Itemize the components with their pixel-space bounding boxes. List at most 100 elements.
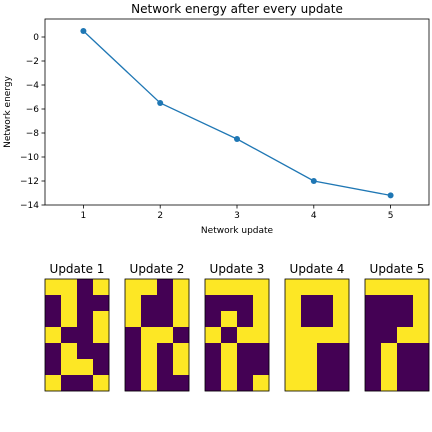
heatmap-cell xyxy=(221,359,238,376)
panel-title: Update 2 xyxy=(130,262,185,276)
heatmap-cell xyxy=(301,359,318,376)
heatmap-cell xyxy=(317,279,334,296)
heatmap-panel: Update 1 xyxy=(44,262,110,392)
heatmap-cell xyxy=(61,359,78,376)
heatmap-cell xyxy=(205,295,222,312)
heatmap-cell xyxy=(93,375,110,392)
heatmap-cell xyxy=(173,279,190,296)
panel-frame xyxy=(284,278,350,392)
heatmap-cell xyxy=(285,327,302,344)
heatmap-cell xyxy=(381,327,398,344)
heatmap-cell xyxy=(237,295,254,312)
heatmap-cell xyxy=(173,327,190,344)
heatmap-cell xyxy=(77,279,94,296)
heatmap-cell xyxy=(157,279,174,296)
heatmap-cell xyxy=(237,327,254,344)
panel-title: Update 3 xyxy=(210,262,265,276)
y-tick-label: −6 xyxy=(26,105,40,115)
heatmap-cell xyxy=(141,375,158,392)
heatmap-cell xyxy=(333,375,350,392)
heatmap-cell xyxy=(317,375,334,392)
x-tick-label: 5 xyxy=(388,211,394,221)
heatmap-cell xyxy=(317,327,334,344)
heatmap-cell xyxy=(61,327,78,344)
y-tick-label: −10 xyxy=(20,153,39,163)
heatmap-cell xyxy=(333,359,350,376)
heatmap-cell xyxy=(173,359,190,376)
heatmap-cell xyxy=(205,375,222,392)
heatmap-cell xyxy=(45,311,62,328)
heatmap-cell xyxy=(333,295,350,312)
heatmap-cell xyxy=(301,311,318,328)
heatmap-cell xyxy=(77,343,94,360)
panel-frame xyxy=(44,278,110,392)
heatmap-cell xyxy=(301,279,318,296)
y-axis-label: Network energy xyxy=(3,75,13,147)
heatmap-cell xyxy=(301,343,318,360)
heatmap-cell xyxy=(317,295,334,312)
heatmap-cell xyxy=(285,375,302,392)
heatmap-cell xyxy=(125,343,142,360)
heatmap-cell xyxy=(317,359,334,376)
heatmap-cell xyxy=(365,375,382,392)
heatmap-cell xyxy=(397,311,414,328)
heatmap-cell xyxy=(221,295,238,312)
y-tick-label: −2 xyxy=(26,57,39,67)
heatmap-cell xyxy=(397,279,414,296)
heatmap-cell xyxy=(397,359,414,376)
heatmap-cell xyxy=(365,327,382,344)
heatmap-cell xyxy=(253,279,270,296)
heatmap-cell xyxy=(381,375,398,392)
heatmap-cell xyxy=(157,359,174,376)
heatmap-cell xyxy=(333,279,350,296)
heatmap-cell xyxy=(141,359,158,376)
heatmap-cell xyxy=(365,279,382,296)
heatmap-cell xyxy=(253,375,270,392)
heatmap-cell xyxy=(397,295,414,312)
heatmap-cell xyxy=(285,359,302,376)
heatmap-cell xyxy=(125,375,142,392)
x-tick-label: 3 xyxy=(234,211,240,221)
heatmap-cell xyxy=(157,295,174,312)
heatmap-cell xyxy=(221,375,238,392)
heatmap-cell xyxy=(141,343,158,360)
heatmap-cell xyxy=(397,343,414,360)
heatmap-cell xyxy=(125,295,142,312)
heatmap-cell xyxy=(61,343,78,360)
heatmap-cell xyxy=(45,375,62,392)
heatmap-cell xyxy=(61,375,78,392)
heatmap-cell xyxy=(157,343,174,360)
panel-title: Update 5 xyxy=(370,262,425,276)
energy-point xyxy=(234,136,240,142)
heatmap-cell xyxy=(413,375,430,392)
heatmap-cell xyxy=(413,327,430,344)
heatmap-cell xyxy=(333,327,350,344)
heatmap-cell xyxy=(45,327,62,344)
heatmap-cell xyxy=(141,279,158,296)
heatmap-cell xyxy=(125,327,142,344)
x-tick-label: 1 xyxy=(81,211,87,221)
heatmap-cell xyxy=(221,327,238,344)
chart-title: Network energy after every update xyxy=(131,2,343,16)
heatmap-cell xyxy=(301,327,318,344)
heatmap-cell xyxy=(253,327,270,344)
heatmap-cell xyxy=(93,343,110,360)
heatmap-cell xyxy=(157,311,174,328)
plot-frame xyxy=(44,18,430,206)
heatmap-cell xyxy=(285,311,302,328)
energy-point xyxy=(387,192,394,199)
heatmap-cell xyxy=(205,311,222,328)
heatmap-cell xyxy=(61,295,78,312)
heatmap-cell xyxy=(141,295,158,312)
heatmap-cell xyxy=(237,359,254,376)
heatmap-cell xyxy=(77,327,94,344)
heatmap-cell xyxy=(301,295,318,312)
heatmap-cell xyxy=(77,311,94,328)
heatmap-cell xyxy=(45,359,62,376)
heatmap-cell xyxy=(173,311,190,328)
y-tick-label: −12 xyxy=(20,177,39,187)
heatmap-cell xyxy=(397,327,414,344)
heatmap-cell xyxy=(285,343,302,360)
heatmap-cell xyxy=(381,359,398,376)
heatmap-cell xyxy=(413,359,430,376)
